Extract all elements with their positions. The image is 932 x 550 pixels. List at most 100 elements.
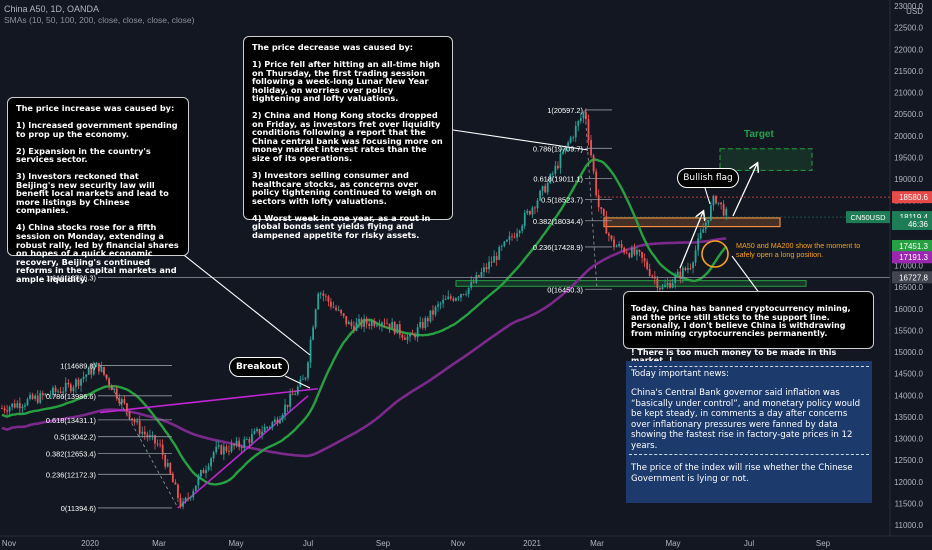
candle bbox=[29, 394, 31, 400]
x-tick-label: Sep bbox=[816, 539, 831, 548]
candle bbox=[587, 119, 590, 141]
candle bbox=[406, 336, 409, 340]
candle bbox=[261, 431, 263, 435]
candle bbox=[531, 207, 534, 215]
target-label: Target bbox=[744, 129, 774, 140]
candle bbox=[304, 377, 307, 379]
candle bbox=[720, 202, 722, 205]
candle bbox=[666, 283, 669, 286]
candle bbox=[258, 429, 261, 435]
candle bbox=[572, 137, 575, 139]
candle bbox=[291, 393, 294, 395]
fib-2020-label: 0.5(13042.2) bbox=[54, 433, 96, 442]
candle bbox=[470, 281, 473, 288]
candle bbox=[676, 271, 679, 276]
candle bbox=[449, 296, 452, 299]
candle bbox=[630, 247, 633, 258]
candle bbox=[342, 313, 345, 316]
candle bbox=[498, 246, 501, 260]
candle bbox=[557, 165, 559, 169]
price-increase-note: The price increase was caused by: 1) Inc… bbox=[7, 97, 189, 283]
note-left-pointer bbox=[174, 247, 311, 356]
candle bbox=[597, 195, 600, 208]
candle bbox=[628, 253, 631, 258]
candle bbox=[49, 394, 52, 396]
rising-trendline bbox=[177, 395, 309, 509]
candle bbox=[416, 327, 419, 338]
candle bbox=[87, 367, 90, 375]
candle bbox=[192, 490, 195, 498]
y-tick-label: 16000.0 bbox=[894, 305, 923, 314]
candle bbox=[472, 281, 475, 283]
candle bbox=[579, 118, 582, 122]
upper-trendline bbox=[99, 387, 319, 414]
candle bbox=[238, 440, 241, 448]
candle bbox=[54, 387, 57, 392]
candle bbox=[623, 247, 626, 253]
candle bbox=[143, 431, 146, 435]
fib-2020-label: 1(14689.8) bbox=[60, 361, 96, 370]
candle bbox=[669, 283, 671, 288]
candle bbox=[161, 444, 164, 456]
candle bbox=[641, 251, 643, 258]
candle bbox=[360, 319, 363, 327]
candle bbox=[36, 395, 39, 403]
y-tick-label: 15000.0 bbox=[894, 348, 923, 357]
symbol-tag-box bbox=[846, 211, 890, 224]
candle bbox=[273, 419, 276, 423]
candle bbox=[314, 309, 317, 328]
y-tick-label: 13500.0 bbox=[894, 413, 923, 422]
candle bbox=[319, 293, 322, 295]
candle bbox=[80, 378, 82, 386]
y-tick-label: 11000.0 bbox=[895, 521, 924, 530]
candle bbox=[368, 323, 371, 326]
candle bbox=[485, 267, 488, 270]
candle bbox=[296, 386, 299, 395]
candle bbox=[345, 315, 348, 325]
candle bbox=[523, 213, 526, 226]
news-body-outlook: The price of the index will rise whether… bbox=[631, 463, 853, 484]
candle bbox=[722, 204, 725, 216]
y-tick-label: 22500.0 bbox=[894, 24, 923, 33]
candle bbox=[508, 236, 511, 240]
candle bbox=[386, 323, 388, 325]
crypto-ban-text: Today, China has banned cryptocurrency m… bbox=[631, 304, 851, 339]
candle bbox=[72, 387, 75, 392]
candle bbox=[689, 268, 692, 269]
y-tick-label: 13000.0 bbox=[894, 435, 923, 444]
y-tick-label: 16500.0 bbox=[894, 283, 923, 292]
candle bbox=[707, 220, 710, 223]
candle bbox=[69, 384, 72, 392]
candle bbox=[327, 296, 330, 302]
y-tick-label: 21500.0 bbox=[894, 67, 923, 76]
candle bbox=[559, 153, 562, 169]
candle bbox=[383, 322, 386, 324]
candle bbox=[539, 190, 541, 201]
bullflag-pointer bbox=[704, 187, 711, 205]
y-currency-label: USD bbox=[906, 7, 923, 16]
candle bbox=[643, 257, 646, 262]
y-tick-label: 14500.0 bbox=[894, 370, 923, 379]
candle bbox=[251, 434, 253, 443]
candle bbox=[480, 272, 483, 277]
x-tick-label: Jul bbox=[744, 539, 754, 548]
candle bbox=[110, 385, 113, 391]
candle bbox=[585, 112, 587, 120]
candle bbox=[381, 322, 383, 326]
ma-crossover-note: MA50 and MA200 show the moment to safely… bbox=[736, 241, 861, 259]
price-tag-box bbox=[892, 217, 932, 230]
price-tag-text: 16727.8 bbox=[899, 273, 928, 282]
candle bbox=[661, 287, 664, 289]
candle bbox=[442, 299, 445, 304]
y-tick-label: 22000.0 bbox=[894, 45, 923, 54]
candle bbox=[205, 469, 207, 474]
candle bbox=[44, 393, 47, 396]
candle bbox=[166, 463, 169, 467]
indicator-legend[interactable]: SMAs (10, 50, 100, 200, close, close, cl… bbox=[4, 15, 195, 25]
news-divider bbox=[629, 454, 869, 456]
candle bbox=[434, 306, 437, 315]
y-tick-label: 12500.0 bbox=[894, 456, 923, 465]
candle bbox=[85, 374, 88, 377]
candle bbox=[646, 261, 649, 270]
